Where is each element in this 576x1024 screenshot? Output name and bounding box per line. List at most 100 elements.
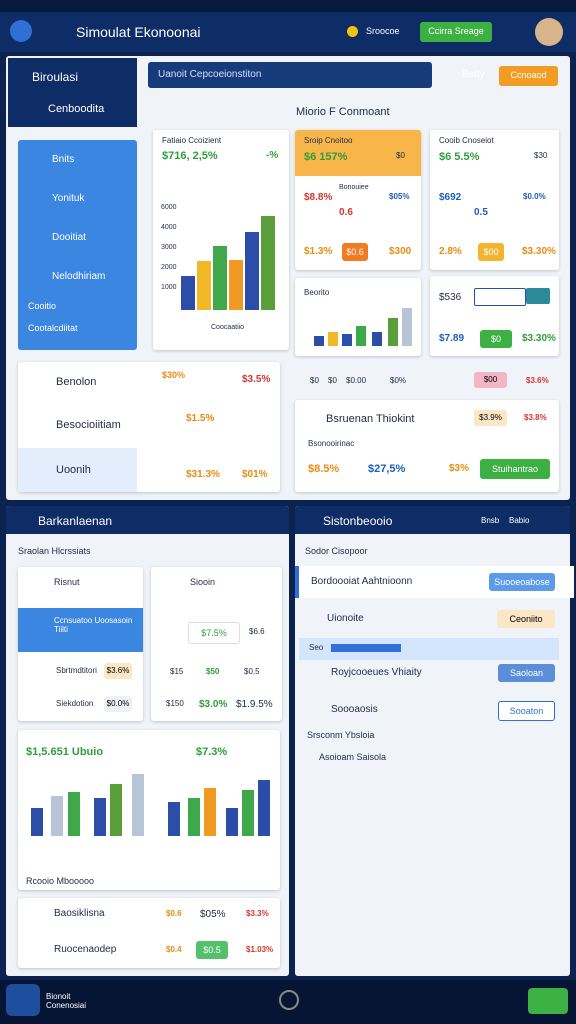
header-button[interactable]: Ccirra Sreage	[420, 22, 492, 42]
home-button[interactable]	[279, 990, 299, 1010]
value: 2.8%	[439, 246, 462, 257]
app-title: Simoulat Ekonoonai	[76, 24, 201, 40]
tab[interactable]: Babio	[509, 516, 530, 525]
value: $0	[328, 376, 337, 385]
panel-title: Barkanlaenan	[38, 514, 113, 528]
deco-bar	[402, 308, 412, 346]
card-title: Beorito	[304, 288, 330, 297]
deco-bar	[388, 318, 398, 346]
label: Bonouiee	[339, 184, 369, 191]
detail-button[interactable]: Stuihantrao	[480, 459, 550, 479]
app-header: Simoulat Ekonoonai Sroocoe Ccirra Sreage	[0, 12, 576, 52]
search-button[interactable]: Ccnoaod	[499, 66, 558, 86]
menu-item[interactable]: Bnits	[52, 154, 75, 165]
value: $0.5	[244, 667, 260, 676]
value-button[interactable]: $7.5%	[188, 622, 240, 644]
block-text: Ccnsuatoo Uoosasoin Tiilti	[54, 616, 133, 634]
value-button[interactable]: $0.0%	[104, 696, 132, 712]
card-change: -%	[266, 150, 279, 161]
avatar[interactable]	[535, 18, 563, 46]
app-icon[interactable]	[6, 984, 40, 1016]
search-placeholder: Uanoit Cepcoeionstiton	[158, 69, 262, 80]
card-value: $716, 2,5%	[162, 150, 218, 162]
dropdown[interactable]	[526, 288, 550, 304]
sidebar-subtitle: Cenboodita	[48, 103, 105, 115]
value: $1.3%	[304, 246, 333, 257]
deco-bar	[314, 336, 324, 346]
deco-bar	[51, 796, 63, 836]
value: $05%	[389, 192, 410, 201]
deco-bar	[31, 808, 43, 836]
list-name[interactable]: Uoonih	[56, 464, 91, 476]
row-button[interactable]: Sooaton	[498, 701, 555, 721]
deco-bar	[213, 246, 227, 310]
value: $3.6%	[526, 376, 549, 385]
tick-label: 3000	[161, 244, 177, 251]
list-name[interactable]: Besocioiitiam	[56, 419, 121, 431]
value-button[interactable]: $3.9%	[474, 410, 507, 426]
card-title: Sroip Cnoitoo	[304, 136, 353, 145]
detail-sub: Bsonooirinac	[308, 439, 355, 448]
value: $3.0%	[199, 699, 228, 710]
row-button[interactable]: Suooeoabose	[489, 573, 555, 591]
link[interactable]: Srsconm Ybsloia	[307, 730, 375, 740]
row-button[interactable]: Ceoniito	[497, 610, 555, 628]
status-bar	[0, 0, 576, 12]
chart-title: $1,5.651 Ubuio	[26, 746, 104, 758]
menu-item[interactable]: Dooitiat	[52, 232, 86, 243]
row-name: Royjcooeues Vhiaity	[331, 667, 422, 678]
menu-link[interactable]: Cooitio	[28, 301, 57, 311]
card-header	[295, 130, 421, 176]
value: $1.9.5%	[236, 699, 273, 710]
row-button[interactable]: Saoloan	[498, 664, 555, 682]
value: $3.30%	[522, 246, 556, 257]
value-button[interactable]: $0.5	[196, 941, 228, 959]
input[interactable]	[474, 288, 526, 306]
search-bar[interactable]	[148, 62, 432, 88]
deco-bar	[226, 808, 238, 836]
value-button[interactable]: $00	[478, 243, 504, 261]
value: 0.5	[474, 207, 488, 218]
nav-action[interactable]	[528, 988, 568, 1014]
detail-title: Bsruenan Thiokint	[326, 413, 415, 425]
deco-bar	[132, 774, 144, 836]
value: $692	[439, 192, 462, 203]
item-name[interactable]: Ruocenaodep	[54, 944, 117, 955]
card	[151, 567, 282, 721]
value: $0.0%	[523, 192, 546, 201]
value-button[interactable]: $0	[480, 330, 512, 348]
value-button[interactable]: $3.6%	[104, 663, 132, 679]
deco-bar	[245, 232, 259, 310]
row-name: Soooaosis	[331, 704, 378, 715]
chart-footer: Rcooio Mbooooo	[26, 876, 95, 886]
back-button[interactable]	[10, 20, 32, 42]
sidebar-title: Biroulasi	[32, 70, 79, 84]
link[interactable]: Asoioam Saisola	[319, 752, 387, 762]
row-name: Sbrtmdtitori	[56, 666, 97, 675]
card-block	[18, 608, 143, 652]
list-name[interactable]: Benolon	[56, 376, 97, 388]
progress-row	[299, 638, 559, 660]
value: $8.5%	[308, 463, 340, 475]
tick-label: 6000	[161, 204, 177, 211]
deco-bar	[242, 790, 254, 836]
value: $0.4	[166, 945, 182, 954]
sidebar-menu	[18, 140, 137, 350]
menu-link[interactable]: Cootalcdiitat	[28, 323, 78, 333]
item-name[interactable]: Baosiklisna	[54, 908, 105, 919]
main-panel: Biroulasi Cenboodita Uanoit Cepcoeionsti…	[6, 56, 570, 500]
tab[interactable]: Bnsb	[481, 516, 500, 525]
value: $0	[310, 376, 319, 385]
value-button[interactable]: $00	[474, 372, 507, 388]
value-button[interactable]: $0.6	[342, 243, 368, 261]
deco-bar	[356, 326, 366, 346]
list-card	[18, 898, 280, 968]
deco-bar	[168, 802, 180, 836]
nav-bar: Bionoit Conenosiai	[0, 980, 576, 1024]
menu-item[interactable]: Nelodhiriam	[52, 271, 106, 282]
deco-bar	[258, 780, 270, 836]
menu-item[interactable]: Yonituk	[52, 193, 85, 204]
card-badge: $0	[396, 151, 405, 160]
panel-subtitle: Sraolan Hlcrssiats	[18, 546, 91, 556]
